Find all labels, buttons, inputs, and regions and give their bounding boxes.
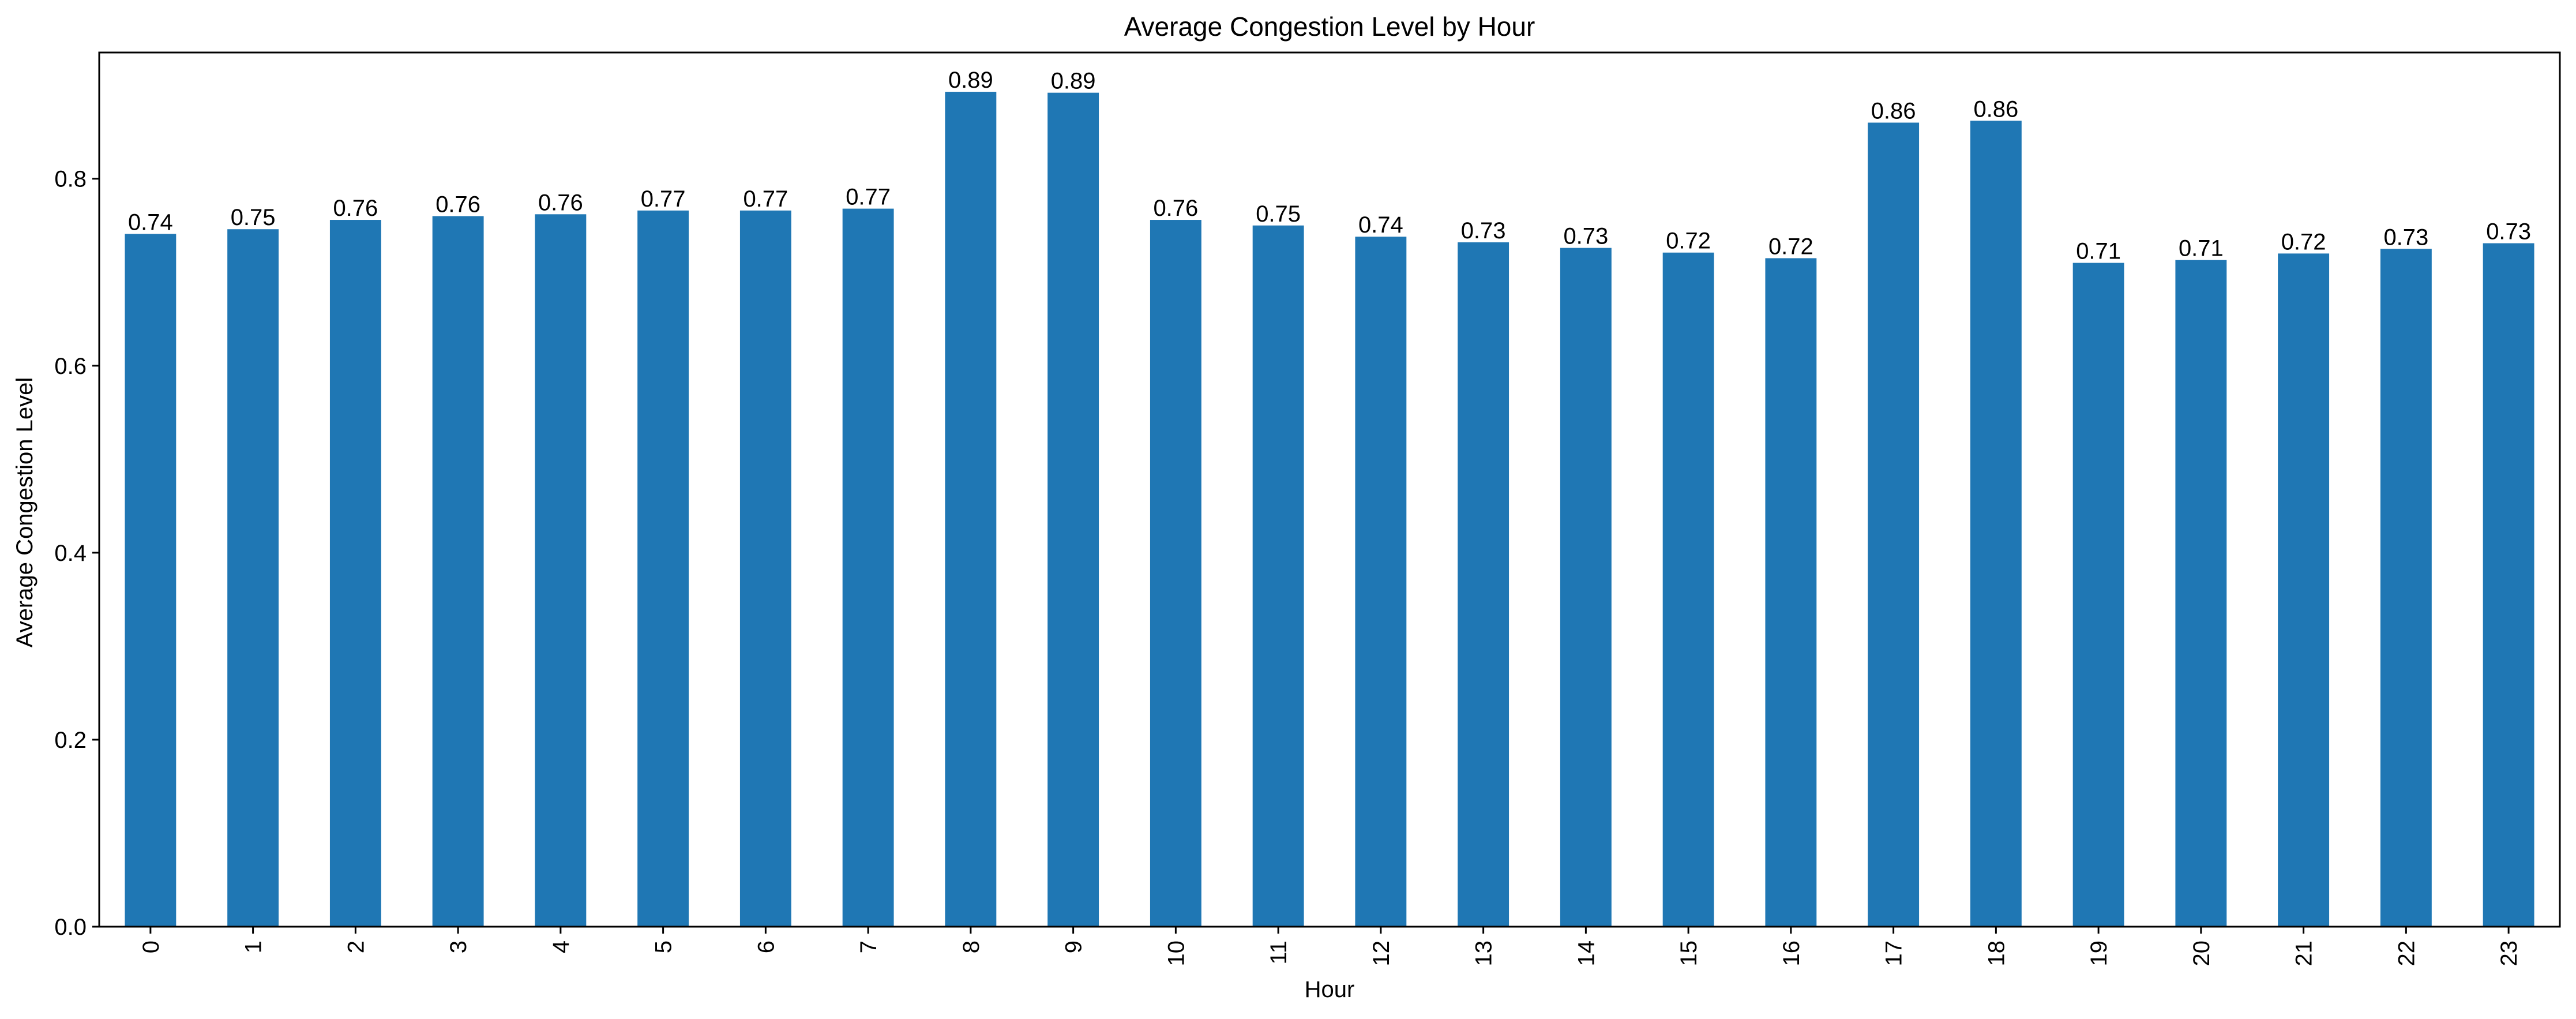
bar-hour-10 bbox=[1150, 220, 1201, 927]
data-label-hour-20: 0.71 bbox=[2179, 236, 2224, 261]
data-label-hour-15: 0.72 bbox=[1666, 228, 1711, 254]
bar-hour-4 bbox=[535, 214, 587, 927]
x-tick-label-19: 19 bbox=[2086, 941, 2112, 966]
bar-hour-16 bbox=[1765, 258, 1817, 927]
bar-hour-9 bbox=[1047, 92, 1099, 927]
data-label-hour-16: 0.72 bbox=[1768, 234, 1813, 259]
bar-hour-5 bbox=[637, 210, 689, 927]
bar-hour-22 bbox=[2380, 249, 2432, 927]
x-tick-label-0: 0 bbox=[138, 941, 164, 953]
data-label-hour-3: 0.76 bbox=[435, 192, 480, 218]
data-label-hour-5: 0.77 bbox=[641, 186, 686, 212]
data-label-hour-10: 0.76 bbox=[1153, 196, 1198, 221]
x-axis-label: Hour bbox=[1305, 977, 1355, 1002]
x-tick-label-15: 15 bbox=[1676, 941, 1702, 966]
y-axis-ticks: 0.0 0.2 0.4 0.6 0.8 bbox=[54, 167, 99, 940]
x-tick-label-18: 18 bbox=[1984, 941, 2009, 966]
data-label-hour-22: 0.73 bbox=[2383, 224, 2428, 250]
data-label-hour-7: 0.77 bbox=[846, 185, 891, 210]
data-labels-layer: 0.74 0.75 0.76 0.76 0.76 0.77 0.77 0.77 0.89 0.89… bbox=[128, 68, 2531, 264]
x-tick-label-22: 22 bbox=[2394, 941, 2419, 966]
x-tick-label-20: 20 bbox=[2189, 941, 2214, 966]
plot-area-frame bbox=[98, 51, 2561, 928]
data-label-hour-6: 0.77 bbox=[743, 186, 788, 212]
data-label-hour-1: 0.75 bbox=[231, 205, 276, 230]
x-tick-label-9: 9 bbox=[1061, 941, 1087, 953]
bar-hour-6 bbox=[739, 210, 791, 927]
y-tick-label-0.6: 0.6 bbox=[54, 354, 87, 379]
bar-hour-3 bbox=[432, 216, 484, 927]
x-tick-label-1: 1 bbox=[241, 941, 266, 953]
data-label-hour-4: 0.76 bbox=[538, 190, 583, 215]
x-tick-label-3: 3 bbox=[446, 941, 471, 953]
x-tick-label-17: 17 bbox=[1882, 941, 1907, 966]
data-label-hour-21: 0.72 bbox=[2281, 229, 2326, 254]
data-label-hour-11: 0.75 bbox=[1256, 201, 1301, 227]
x-tick-label-12: 12 bbox=[1369, 941, 1394, 966]
x-tick-label-5: 5 bbox=[651, 941, 677, 953]
x-tick-label-8: 8 bbox=[959, 941, 984, 953]
x-tick-label-6: 6 bbox=[753, 941, 779, 953]
y-tick-label-0.2: 0.2 bbox=[54, 728, 87, 753]
data-label-hour-23: 0.73 bbox=[2486, 219, 2531, 245]
bar-hour-23 bbox=[2483, 243, 2534, 927]
bar-hour-18 bbox=[1970, 121, 2022, 927]
bar-hour-17 bbox=[1868, 122, 1920, 927]
data-label-hour-0: 0.74 bbox=[128, 209, 173, 235]
data-label-hour-14: 0.73 bbox=[1563, 224, 1608, 249]
data-label-hour-18: 0.86 bbox=[1973, 96, 2018, 122]
bar-hour-13 bbox=[1458, 242, 1509, 927]
chart-title: Average Congestion Level by Hour bbox=[1124, 12, 1535, 42]
bar-hour-19 bbox=[2072, 263, 2124, 927]
bar-hour-1 bbox=[227, 229, 279, 927]
bar-hour-12 bbox=[1355, 237, 1407, 927]
data-label-hour-17: 0.86 bbox=[1871, 99, 1916, 124]
x-tick-label-2: 2 bbox=[343, 941, 369, 953]
bar-hour-0 bbox=[125, 234, 177, 927]
bar-hour-2 bbox=[329, 220, 381, 927]
bar-hour-20 bbox=[2175, 260, 2227, 927]
x-tick-label-16: 16 bbox=[1779, 941, 1804, 966]
x-tick-label-14: 14 bbox=[1574, 941, 1599, 966]
x-tick-label-4: 4 bbox=[549, 941, 574, 953]
y-tick-label-0.4: 0.4 bbox=[54, 541, 87, 566]
data-label-hour-8: 0.89 bbox=[948, 68, 993, 93]
bar-hour-8 bbox=[945, 92, 997, 927]
bar-hour-21 bbox=[2278, 253, 2330, 927]
data-label-hour-13: 0.73 bbox=[1461, 218, 1506, 243]
data-label-hour-2: 0.76 bbox=[333, 196, 378, 221]
data-label-hour-9: 0.89 bbox=[1051, 69, 1096, 94]
y-axis-label: Average Congestion Level bbox=[12, 377, 37, 647]
x-tick-label-7: 7 bbox=[856, 941, 881, 953]
x-tick-label-11: 11 bbox=[1266, 941, 1291, 965]
x-tick-label-23: 23 bbox=[2496, 941, 2522, 966]
bar-hour-11 bbox=[1252, 225, 1304, 927]
data-label-hour-19: 0.71 bbox=[2076, 239, 2121, 264]
data-label-hour-12: 0.74 bbox=[1358, 212, 1403, 238]
bars-layer bbox=[125, 92, 2534, 927]
x-tick-label-13: 13 bbox=[1471, 941, 1497, 966]
bar-hour-7 bbox=[842, 208, 894, 927]
x-tick-label-21: 21 bbox=[2292, 941, 2317, 966]
x-tick-label-10: 10 bbox=[1163, 941, 1189, 966]
bar-hour-15 bbox=[1662, 252, 1714, 927]
x-axis-ticks: 0 1 2 3 4 5 6 7 8 9 10 11 12 13 14 15 16 17 18 19 20 21 22 23 bbox=[138, 927, 2522, 966]
y-tick-label-0.0: 0.0 bbox=[54, 915, 87, 940]
bar-hour-14 bbox=[1560, 248, 1612, 927]
y-tick-label-0.8: 0.8 bbox=[54, 167, 87, 192]
